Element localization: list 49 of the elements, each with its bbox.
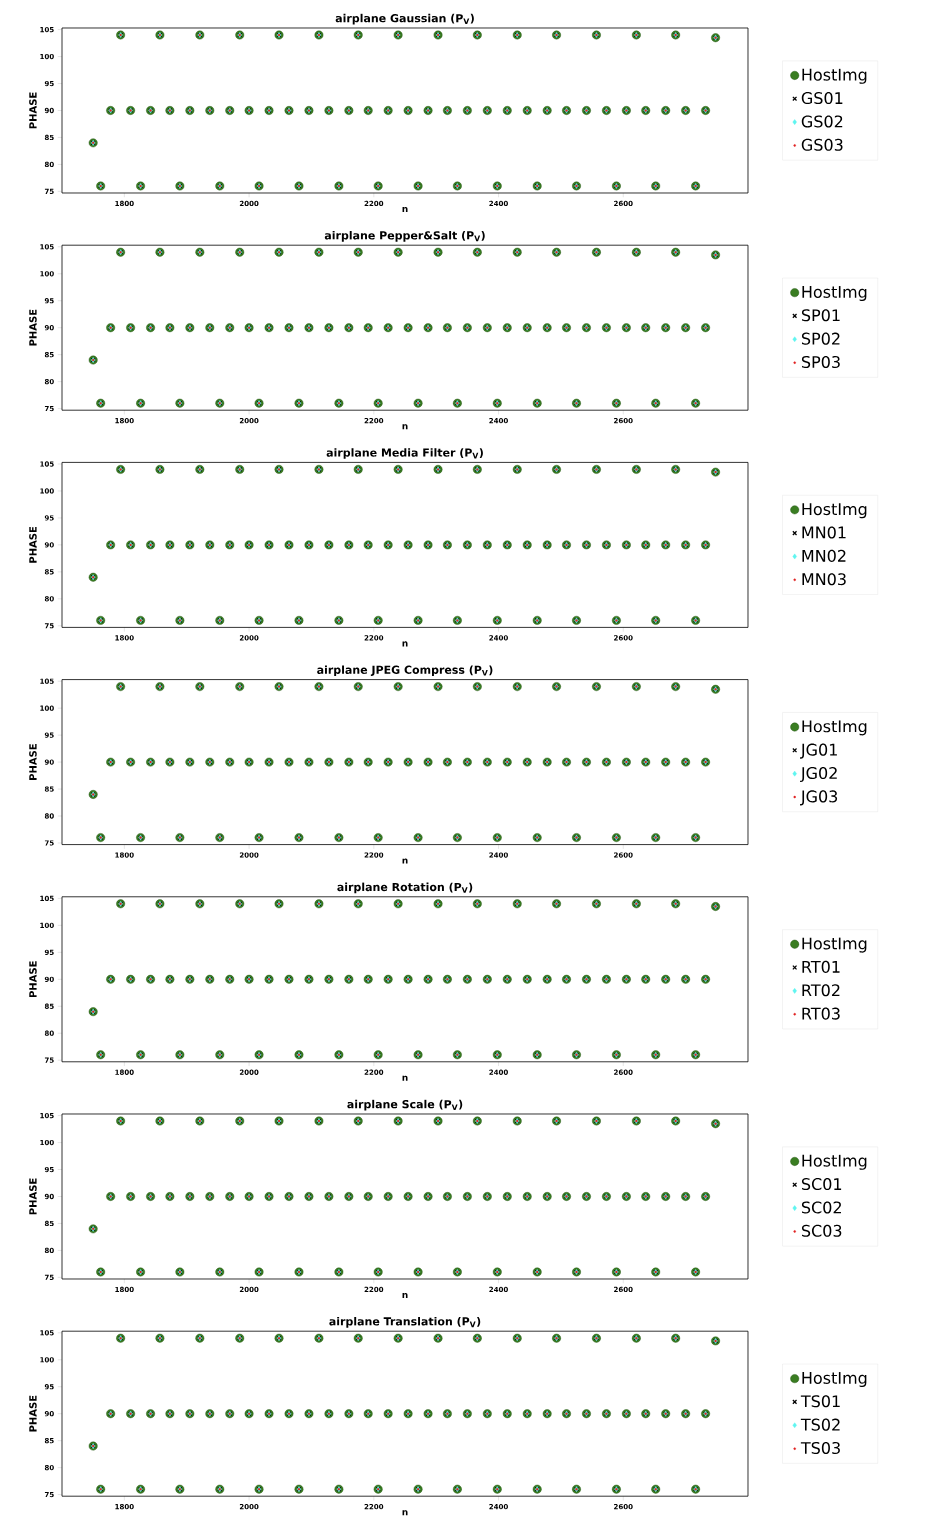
legend-label: HostImg bbox=[802, 937, 867, 953]
x-axis-title: n bbox=[402, 1510, 408, 1516]
legend-label: TS01 bbox=[800, 1395, 840, 1408]
legend-label: MN03 bbox=[802, 573, 846, 586]
chart-title: airplane JPEG Compress (P$_{V}$) bbox=[317, 665, 493, 677]
x-axis-title: n bbox=[402, 1075, 408, 1081]
legend-label: JG03 bbox=[800, 790, 838, 806]
chart-title: airplane Media Filter (P$_{V}$) bbox=[326, 448, 483, 459]
y-axis-title: PHASE bbox=[29, 961, 37, 998]
legend-label: TS03 bbox=[800, 1441, 840, 1455]
legend-label: RT03 bbox=[802, 1007, 840, 1020]
y-axis-title: PHASE bbox=[29, 744, 37, 780]
legend-label: MN02 bbox=[802, 549, 846, 562]
x-axis-title: n bbox=[402, 1292, 408, 1298]
y-axis-title: PHASE bbox=[29, 309, 37, 346]
legend-label: HostImg bbox=[802, 1154, 867, 1170]
legend-label: SP02 bbox=[801, 332, 840, 345]
chart-title: airplane Rotation (P$_{V}$) bbox=[337, 882, 473, 894]
legend-label: GS03 bbox=[801, 138, 843, 151]
legend-label: MN01 bbox=[802, 526, 846, 539]
x-axis-title: n bbox=[402, 858, 408, 864]
legend-label: SP01 bbox=[801, 309, 840, 322]
legend-label: JG01 bbox=[800, 743, 837, 759]
chart-title: airplane Scale (P$_{V}$) bbox=[347, 1099, 463, 1111]
y-axis-title: PHASE bbox=[29, 1395, 37, 1432]
legend-label: RT02 bbox=[802, 984, 840, 997]
legend-label: RT01 bbox=[802, 960, 840, 973]
legend-label: SC02 bbox=[801, 1201, 841, 1214]
legend-label: HostImg bbox=[802, 720, 867, 736]
legend-label: HostImg bbox=[802, 68, 867, 84]
chart-title: airplane Gaussian (P$_{V}$) bbox=[335, 13, 474, 25]
legend-label: HostImg bbox=[802, 286, 867, 302]
legend-label: SC01 bbox=[801, 1178, 842, 1191]
x-axis-title: n bbox=[402, 641, 408, 647]
legend-label: HostImg bbox=[802, 503, 867, 519]
legend-label: HostImg bbox=[802, 1372, 867, 1388]
legend-label: GS01 bbox=[801, 92, 843, 105]
legend-label: TS02 bbox=[800, 1418, 840, 1431]
legend-label: SP03 bbox=[801, 355, 840, 369]
legend-label: JG02 bbox=[800, 766, 837, 783]
y-axis-title: PHASE bbox=[29, 1178, 37, 1215]
x-axis-title: n bbox=[402, 424, 408, 430]
legend-label: GS02 bbox=[801, 115, 843, 128]
chart-title: airplane Pepper&Salt (P$_{V}$) bbox=[324, 231, 485, 242]
legend-label: SC03 bbox=[801, 1224, 842, 1237]
y-axis-title: PHASE bbox=[29, 92, 37, 129]
x-axis-title: n bbox=[402, 206, 408, 212]
chart-title: airplane Translation (P$_{V}$) bbox=[329, 1317, 481, 1328]
y-axis-title: PHASE bbox=[29, 526, 37, 563]
